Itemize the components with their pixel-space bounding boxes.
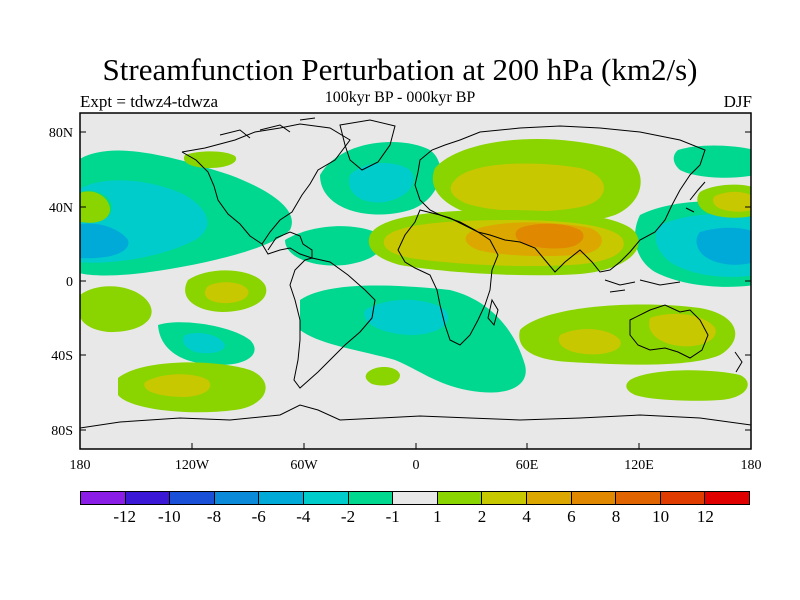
contour-region-pos-arctic bbox=[183, 151, 237, 168]
colorbar-label: -1 bbox=[385, 507, 400, 526]
contour-region-pos-natl-west bbox=[80, 191, 111, 223]
coast-indonesia bbox=[604, 279, 681, 293]
colorbar-label: -6 bbox=[251, 507, 266, 526]
coast-greenland bbox=[339, 119, 396, 171]
lat-tick-label: 40N bbox=[49, 201, 73, 216]
contour-region-pos-patagonia bbox=[365, 366, 400, 386]
colorbar-label: 6 bbox=[567, 507, 576, 526]
lon-tick-label: 180 bbox=[741, 458, 762, 473]
coast-north-america bbox=[181, 123, 351, 259]
contour-region-neg-satlantic-core bbox=[364, 299, 449, 335]
lon-tick-labels: 180 120W 60W 0 60E 120E 180 bbox=[70, 458, 762, 473]
colorbar-label: 12 bbox=[696, 507, 714, 526]
experiment-label: Expt = tdwz4-tdwza bbox=[80, 92, 218, 111]
lat-tick-label: 40S bbox=[51, 349, 73, 364]
colorbar-swatch bbox=[482, 492, 527, 504]
coast-new-zealand bbox=[734, 351, 743, 373]
lon-tick-label: 60E bbox=[516, 458, 539, 473]
contour-region-neg-spacific-core bbox=[183, 333, 225, 354]
lat-tick-label: 80S bbox=[51, 424, 73, 439]
coast-antarctica bbox=[80, 404, 751, 429]
colorbar-label: 1 bbox=[433, 507, 442, 526]
contour-region-pos-sepac bbox=[80, 286, 152, 333]
axis-ticks bbox=[79, 131, 752, 449]
contour-region-neg-wpacific-deep bbox=[696, 227, 751, 265]
contour-region-neg-sindian bbox=[445, 326, 490, 359]
contour-region-pos-npac-east-core bbox=[712, 191, 751, 212]
colorbar-swatch bbox=[393, 492, 438, 504]
colorbar-swatch bbox=[705, 492, 749, 504]
lat-tick-label: 0 bbox=[66, 275, 73, 290]
colorbar-swatch bbox=[526, 492, 572, 504]
lon-tick-label: 120W bbox=[175, 458, 210, 473]
colorbar-swatch bbox=[348, 492, 394, 504]
contour-region-pos-spac-south-core bbox=[144, 374, 211, 397]
lat-tick-label: 80N bbox=[49, 126, 73, 141]
lat-tick-labels: 80N 40N 0 40S 80S bbox=[49, 126, 73, 439]
contour-region-pos-spac-east bbox=[626, 370, 748, 401]
colorbar-label: 2 bbox=[477, 507, 487, 526]
contour-region-pos-sepac2-core bbox=[204, 282, 249, 304]
colorbar-swatch bbox=[437, 492, 483, 504]
colorbar-swatch bbox=[214, 492, 260, 504]
colorbar-label: -8 bbox=[206, 507, 222, 526]
colorbar-label: -4 bbox=[296, 507, 311, 526]
coast-arctic-islands bbox=[219, 117, 316, 139]
contour-region-pos-sindian-c2 bbox=[649, 313, 716, 347]
colorbar-swatch bbox=[571, 492, 617, 504]
contour-region-neg-arctic bbox=[673, 145, 751, 178]
coastlines bbox=[80, 117, 751, 429]
contour-region-pos-sindian-c1 bbox=[558, 328, 621, 355]
colorbar-swatch bbox=[660, 492, 706, 504]
colorbar-label: -12 bbox=[113, 507, 136, 526]
colorbar-swatch bbox=[125, 492, 171, 504]
coast-africa bbox=[397, 209, 499, 346]
contour-region-neg-tropatl bbox=[285, 226, 382, 266]
contour-region-pos-eurasia-north-core bbox=[450, 163, 604, 212]
coast-japan bbox=[685, 181, 706, 213]
lon-tick-label: 0 bbox=[413, 458, 420, 473]
colorbar-label: 4 bbox=[522, 507, 531, 526]
contour-region-neg-satlantic bbox=[300, 285, 526, 393]
contour-region-pos-asia-south-c3 bbox=[515, 223, 584, 249]
colorbar-label: 10 bbox=[652, 507, 670, 526]
contour-fills bbox=[80, 138, 751, 413]
colorbar-swatch bbox=[259, 492, 304, 504]
period-label: 100kyr BP - 000kyr BP bbox=[324, 89, 476, 106]
lon-tick-label: 60W bbox=[290, 458, 318, 473]
contour-region-neg-npacific-deep bbox=[80, 223, 129, 259]
colorbar-swatch bbox=[170, 492, 215, 504]
colorbar-label: 8 bbox=[611, 507, 621, 526]
colorbar-label: -10 bbox=[157, 507, 181, 526]
coast-madagascar bbox=[487, 298, 499, 327]
colorbar-label: -2 bbox=[340, 507, 356, 526]
coast-australia bbox=[629, 304, 709, 359]
colorbar bbox=[80, 491, 750, 505]
coast-south-america bbox=[289, 257, 376, 389]
colorbar-swatch bbox=[616, 492, 661, 504]
contour-region-neg-natlantic-core bbox=[349, 163, 414, 203]
lon-tick-label: 180 bbox=[70, 458, 91, 473]
colorbar-swatch bbox=[81, 492, 126, 504]
chart-title: Streamfunction Perturbation at 200 hPa (… bbox=[102, 52, 698, 87]
season-label: DJF bbox=[723, 92, 752, 111]
lon-tick-label: 120E bbox=[624, 458, 654, 473]
colorbar-swatch bbox=[303, 492, 349, 504]
